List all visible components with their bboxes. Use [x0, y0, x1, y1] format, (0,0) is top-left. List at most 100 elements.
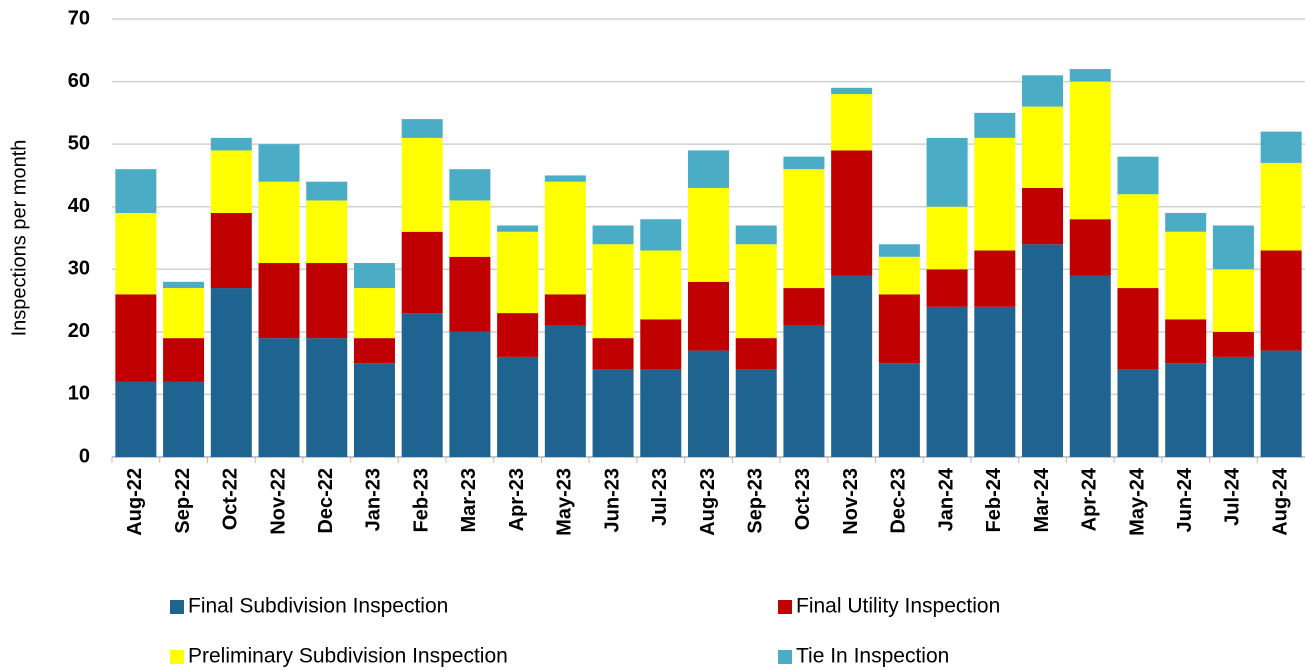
x-tick-label: Mar-23: [458, 468, 480, 532]
bar-segment: [831, 94, 873, 151]
y-tick-label: 50: [68, 132, 90, 154]
y-tick-label: 20: [68, 320, 90, 342]
bar-segment: [115, 169, 157, 213]
bar-segment: [688, 187, 729, 282]
bar-segment: [974, 250, 1016, 307]
bar-segment: [926, 206, 968, 270]
bar-segment: [306, 263, 348, 339]
bar-segment: [1165, 212, 1207, 232]
bar-segment: [1260, 131, 1302, 163]
x-tick-label: Jul-24: [1222, 467, 1244, 526]
bar-segment: [974, 137, 1016, 251]
bar-segment: [449, 331, 491, 457]
bar-segment: [163, 338, 205, 382]
bar-segment: [115, 294, 157, 382]
y-axis-label: Inspections per month: [8, 140, 30, 337]
x-tick-label: Dec-22: [315, 468, 337, 534]
bar-segment: [258, 338, 300, 457]
bar-segment: [497, 313, 539, 357]
bar-segment: [1117, 156, 1159, 195]
bar-segment: [1165, 319, 1207, 364]
x-tick-label: Jul-23: [649, 468, 671, 526]
bar-segment: [1022, 75, 1064, 107]
bar-segment: [1069, 81, 1111, 220]
bar-segment: [115, 212, 157, 295]
x-tick-label: Apr-23: [506, 468, 528, 531]
x-tick-label: May-23: [554, 468, 576, 536]
bar-segment: [163, 381, 205, 457]
bar-segment: [1260, 250, 1302, 351]
legend-label: Final Utility Inspection: [796, 595, 1000, 618]
x-tick-label: Aug-24: [1269, 467, 1291, 536]
bar-segment: [878, 294, 920, 364]
bar-segment: [544, 325, 586, 457]
bar-segment: [783, 169, 825, 289]
bar-segment: [831, 150, 873, 276]
bar-segment: [735, 338, 777, 370]
x-tick-label: May-24: [1126, 467, 1148, 536]
bar-segment: [926, 269, 968, 307]
bar-segment: [640, 219, 682, 251]
bar-segment: [1212, 331, 1254, 357]
bar-segment: [1260, 162, 1302, 251]
bar-segment: [353, 263, 395, 289]
bar-segment: [115, 381, 157, 457]
bar-segment: [1022, 187, 1064, 245]
bar-segment: [592, 244, 634, 339]
bar-segment: [878, 244, 920, 257]
bar-segment: [1212, 225, 1254, 270]
y-tick-label: 60: [68, 70, 90, 92]
bar-segment: [163, 281, 205, 289]
bar-segment: [1165, 231, 1207, 320]
y-tick-label: 30: [68, 258, 90, 280]
bar-segment: [1069, 69, 1111, 82]
x-tick-label: Jan-23: [363, 468, 385, 531]
legend-label: Final Subdivision Inspection: [188, 595, 448, 618]
bar-segment: [1022, 106, 1064, 188]
bar-segment: [1260, 350, 1302, 457]
bar-segment: [878, 363, 920, 457]
bar-segment: [210, 212, 252, 289]
x-tick-label: Aug-22: [124, 468, 146, 536]
x-tick-label: Oct-23: [792, 468, 814, 530]
bar-segment: [353, 288, 395, 339]
bar-segment: [258, 263, 300, 339]
bar-segment: [688, 150, 729, 188]
legend-label: Tie In Inspection: [796, 645, 949, 668]
bar-segment: [974, 306, 1016, 457]
legend-swatch: [170, 600, 184, 614]
bar-segment: [163, 288, 205, 339]
x-tick-label: Oct-22: [220, 468, 242, 530]
x-tick-label: Sep-23: [745, 468, 767, 534]
x-tick-label: Apr-24: [1079, 467, 1101, 531]
bar-segment: [1212, 269, 1254, 332]
bar-segment: [306, 338, 348, 457]
bar-segment: [640, 369, 682, 457]
legend-swatch: [778, 650, 792, 664]
bar-segment: [210, 288, 252, 457]
bar-segment: [1117, 194, 1159, 289]
bar-segment: [926, 306, 968, 457]
x-tick-label: Dec-23: [888, 468, 910, 534]
y-tick-label: 10: [68, 383, 90, 405]
bar-segment: [306, 200, 348, 264]
bar-segment: [1022, 244, 1064, 457]
x-tick-label: Aug-23: [697, 468, 719, 536]
bar-segment: [783, 156, 825, 170]
bar-segment: [688, 350, 729, 457]
bar-segment: [640, 250, 682, 320]
bar-segment: [1117, 288, 1159, 370]
bar-segment: [544, 181, 586, 295]
bar-segment: [449, 169, 491, 201]
bar-segment: [735, 369, 777, 457]
bar-segment: [544, 175, 586, 182]
x-tick-label: Feb-23: [410, 468, 432, 532]
bar-segment: [878, 256, 920, 295]
bar-segment: [401, 119, 443, 138]
bar-segment: [831, 87, 873, 95]
bar-segment: [1165, 363, 1207, 457]
bar-segment: [401, 313, 443, 457]
x-tick-label: Mar-24: [1031, 467, 1053, 532]
bar-segment: [497, 356, 539, 457]
